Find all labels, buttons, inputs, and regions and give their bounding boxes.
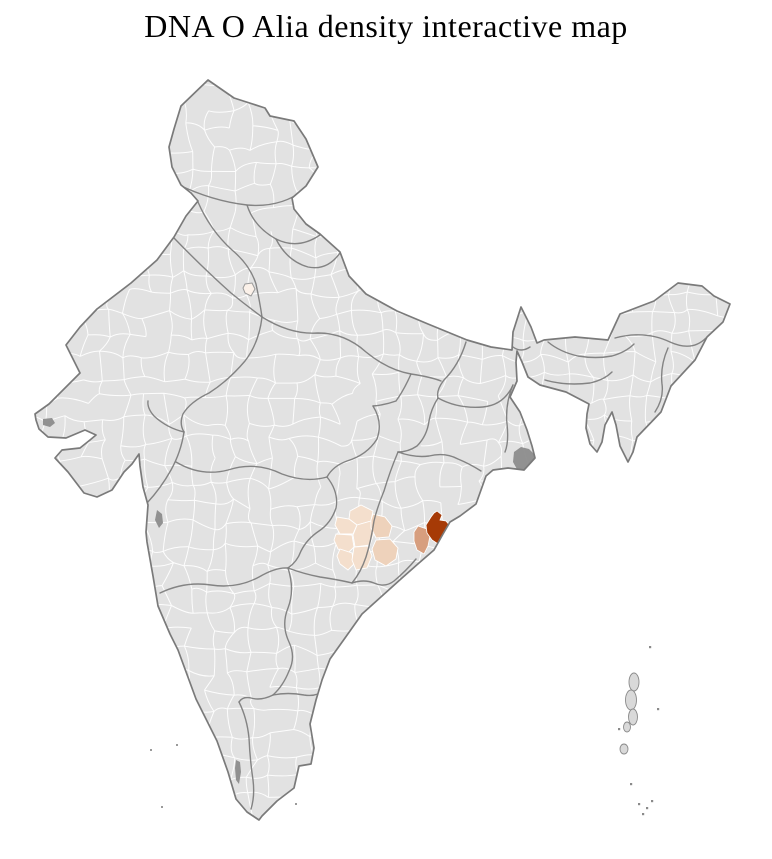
state-border-27 (547, 341, 635, 359)
state-border-18 (351, 558, 417, 586)
state-border-13 (372, 373, 412, 407)
state-border-11 (436, 341, 467, 399)
state-border-26 (504, 384, 514, 453)
district-highlight-trace-delhi[interactable] (242, 282, 256, 297)
india-base-region[interactable] (35, 80, 730, 820)
mumbai-urban-area (155, 510, 163, 528)
state-border-4 (197, 201, 263, 318)
state-border-31 (512, 346, 531, 351)
district-highlight-low-7[interactable] (370, 513, 393, 539)
state-border-21 (159, 567, 289, 594)
kutch-islet (43, 418, 55, 427)
state-border-10 (261, 316, 442, 382)
state-border-28 (544, 371, 613, 385)
andaman-nicobar-islands (618, 646, 660, 816)
kerala-coast-strip (235, 760, 241, 784)
state-border-19 (287, 476, 338, 569)
state-border-25 (238, 701, 255, 810)
sundarbans-area (513, 447, 538, 475)
state-border-16 (351, 451, 399, 584)
district-highlight-low-5[interactable] (336, 548, 355, 571)
state-border-5 (173, 237, 263, 318)
state-border-24 (238, 694, 274, 703)
district-highlight-low-8[interactable] (371, 538, 399, 567)
state-border-17 (397, 451, 482, 472)
state-border-20 (287, 567, 353, 584)
state-border-9 (175, 461, 328, 481)
state-border-7 (147, 400, 185, 433)
state-border-29 (614, 334, 707, 347)
india-outline (34, 79, 731, 821)
state-border-14 (326, 405, 380, 478)
state-border-12 (437, 384, 514, 408)
state-border-15 (397, 397, 439, 453)
lakshadweep-islands (150, 744, 297, 808)
state-border-6 (180, 316, 263, 433)
state-border-22 (272, 567, 294, 696)
state-border-3 (275, 238, 341, 269)
state-border-8 (146, 431, 185, 504)
state-border-30 (654, 347, 669, 413)
